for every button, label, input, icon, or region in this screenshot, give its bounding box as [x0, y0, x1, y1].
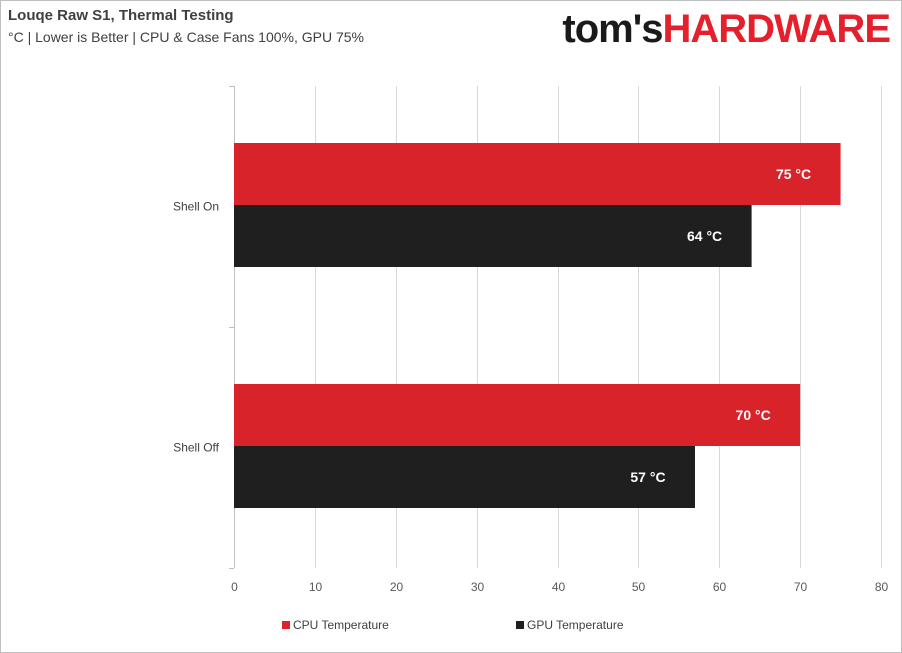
x-tick-label: 20: [390, 580, 404, 594]
toms-hardware-logo: tom'sHARDWARE: [562, 7, 891, 51]
x-tick-label: 0: [231, 580, 238, 594]
data-label: 64 °C: [687, 228, 722, 244]
category-label: Shell Off: [173, 441, 219, 455]
data-label: 70 °C: [736, 407, 771, 423]
bar: [234, 205, 752, 267]
x-tick-label: 30: [471, 580, 485, 594]
category-label: Shell On: [173, 200, 219, 214]
logo-part-hardware: HARDWARE: [662, 7, 891, 51]
legend-item-cpu: CPU Temperature: [282, 618, 389, 632]
legend-swatch-cpu: [282, 621, 290, 629]
x-tick-label: 40: [552, 580, 566, 594]
data-label: 75 °C: [776, 166, 811, 182]
legend-label-cpu: CPU Temperature: [293, 618, 389, 632]
bar: [234, 446, 695, 508]
chart-title: Louqe Raw S1, Thermal Testing: [8, 7, 234, 24]
x-tick-label: 70: [794, 580, 808, 594]
legend-item-gpu: GPU Temperature: [516, 618, 624, 632]
logo-part-toms: tom's: [562, 7, 663, 51]
legend-swatch-gpu: [516, 621, 524, 629]
x-tick-label: 60: [713, 580, 727, 594]
x-tick-label: 10: [309, 580, 323, 594]
legend-label-gpu: GPU Temperature: [527, 618, 624, 632]
chart-subtitle: °C | Lower is Better | CPU & Case Fans 1…: [8, 29, 365, 45]
x-tick-label: 50: [632, 580, 646, 594]
x-tick-label: 80: [875, 580, 889, 594]
bar: [234, 384, 801, 446]
data-label: 57 °C: [630, 469, 665, 485]
bar: [234, 143, 841, 205]
